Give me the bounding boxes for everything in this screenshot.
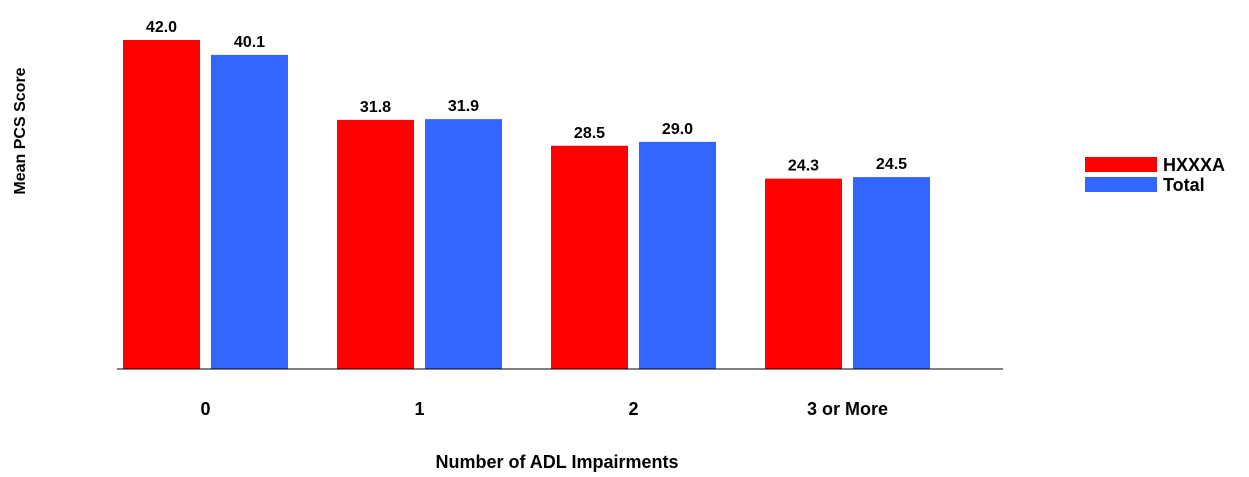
x-tick-label-0: 0	[200, 399, 210, 419]
bar-hxxxa-0	[123, 40, 200, 369]
legend-label-total: Total	[1163, 175, 1205, 195]
plot-area: 42.0 40.1 31.8 31.9 28.5 29.0 24.3 24.5	[123, 19, 930, 370]
bar-total-3	[853, 177, 930, 369]
legend-swatch-total	[1085, 177, 1157, 192]
data-label-total-0: 40.1	[234, 34, 265, 51]
data-label-total-1: 31.9	[448, 98, 479, 115]
x-tick-label-3: 3 or More	[807, 399, 888, 419]
data-label-total-3: 24.5	[876, 156, 907, 173]
x-tick-label-2: 2	[628, 399, 638, 419]
bar-hxxxa-3	[765, 178, 842, 369]
data-label-total-2: 29.0	[662, 121, 693, 138]
data-label-hxxxa-1: 31.8	[360, 99, 391, 116]
legend-label-hxxxa: HXXXA	[1163, 155, 1225, 175]
data-label-hxxxa-2: 28.5	[574, 125, 605, 142]
data-label-hxxxa-3: 24.3	[788, 158, 819, 175]
x-tick-labels: 0 1 2 3 or More	[200, 399, 888, 419]
bar-total-1	[425, 119, 502, 369]
legend-swatch-hxxxa	[1085, 157, 1157, 172]
bar-total-2	[639, 141, 716, 369]
data-label-hxxxa-0: 42.0	[146, 19, 177, 36]
bar-hxxxa-1	[337, 119, 414, 370]
bar-total-0	[211, 54, 288, 370]
x-tick-label-1: 1	[414, 399, 424, 419]
y-axis-title: Mean PCS Score	[12, 67, 29, 194]
x-axis-title: Number of ADL Impairments	[435, 452, 678, 472]
bar-hxxxa-2	[551, 145, 628, 369]
